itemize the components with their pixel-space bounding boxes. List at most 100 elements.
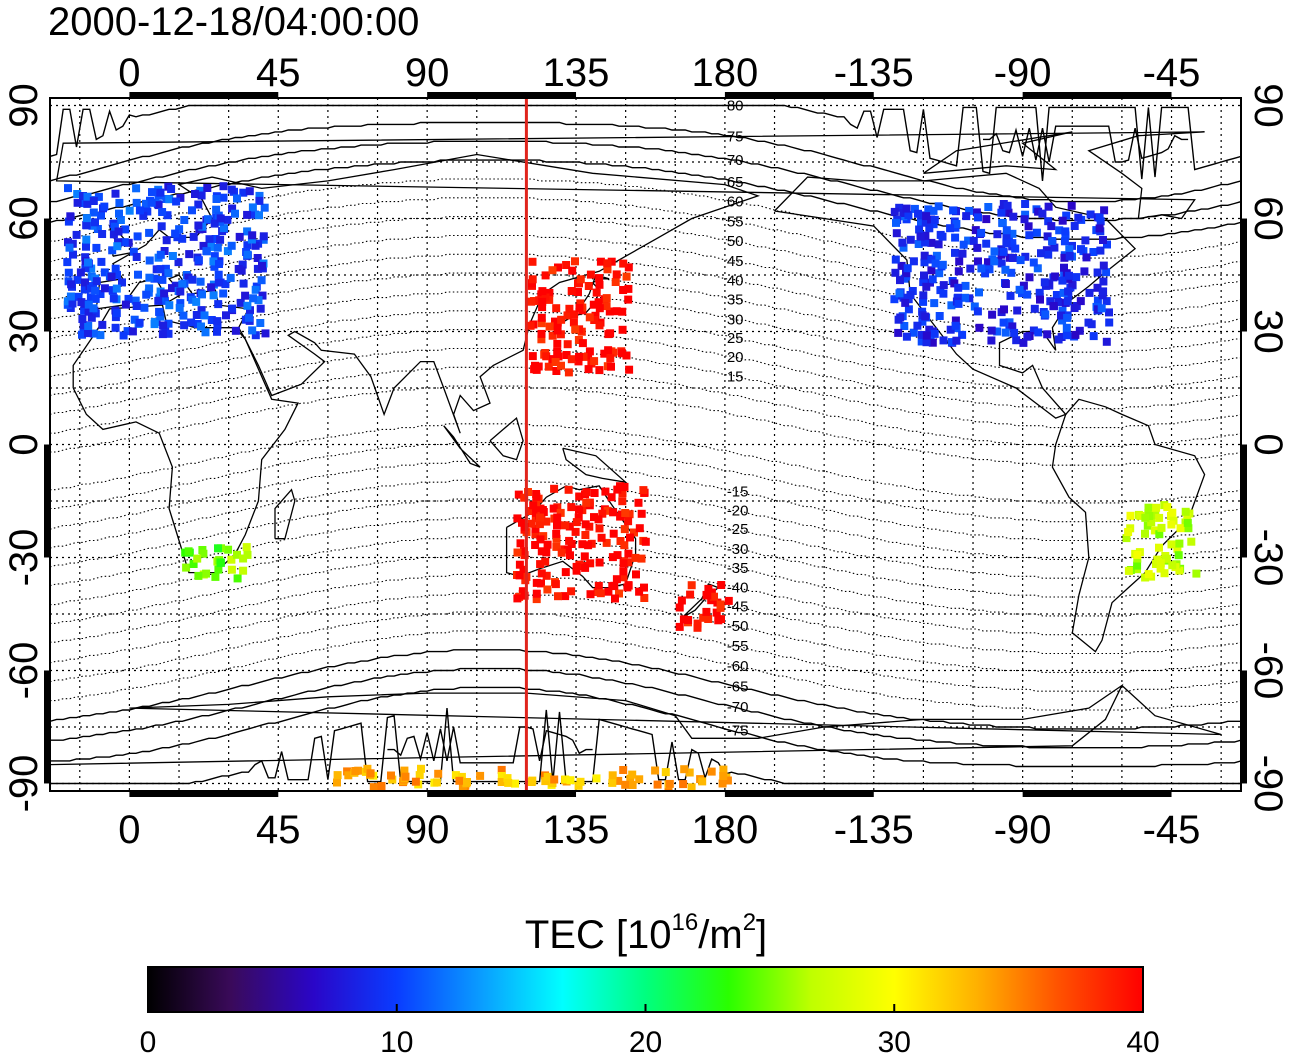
tec-cell: [551, 580, 560, 589]
tec-cell: [432, 778, 441, 787]
magnetic-latitude-contour: [50, 630, 1241, 711]
tec-cell: [87, 284, 95, 293]
tec-cell: [243, 550, 252, 559]
tec-cell: [997, 208, 1006, 217]
tec-cell: [1105, 308, 1113, 317]
tec-cell: [922, 212, 931, 221]
tec-cell: [974, 257, 982, 266]
tec-cell: [154, 201, 163, 210]
right-latitude-tick-label: 30: [1246, 309, 1290, 354]
tec-cell: [1126, 511, 1135, 520]
tec-cell: [955, 257, 964, 266]
tec-cell: [145, 273, 154, 282]
tec-cell: [193, 554, 202, 563]
tec-cell: [614, 776, 623, 785]
left-latitude-tick-label: 0: [2, 433, 46, 455]
tec-cell: [913, 321, 922, 330]
tec-cell: [1087, 320, 1096, 329]
tec-cell: [212, 195, 221, 203]
tec-cell: [1156, 564, 1165, 573]
figure-title: 2000-12-18/04:00:00: [48, 0, 419, 44]
tec-cell: [1044, 202, 1053, 211]
tec-cell: [536, 535, 545, 544]
tec-cell: [619, 259, 628, 268]
tec-cell: [1102, 337, 1111, 346]
tec-cell: [1183, 513, 1192, 522]
tec-cell: [93, 225, 102, 233]
tec-cell: [455, 776, 464, 785]
tec-cell: [100, 268, 109, 277]
tec-cell: [1183, 518, 1192, 527]
tec-cell: [214, 565, 223, 574]
tec-cell: [535, 520, 544, 529]
tec-cell: [1074, 213, 1083, 222]
tec-cell: [133, 232, 142, 241]
tec-cell: [1019, 281, 1028, 290]
frame-bar-left: [44, 670, 50, 784]
tec-cell: [604, 346, 613, 355]
tec-cell: [503, 774, 512, 783]
tec-cell: [73, 190, 82, 198]
tec-cell: [165, 301, 174, 310]
tec-cell: [624, 558, 633, 567]
tec-cell: [615, 589, 623, 598]
tec-cell: [518, 518, 526, 527]
tec-cell: [677, 596, 686, 605]
tec-cell: [249, 294, 258, 303]
tec-cell: [603, 506, 612, 515]
tec-cell: [537, 335, 546, 344]
tec-cell: [625, 510, 634, 519]
tec-cell: [73, 275, 82, 284]
tec-cell: [243, 301, 252, 310]
tec-cell: [161, 264, 170, 273]
bottom-longitude-tick-label: -135: [834, 808, 914, 852]
tec-cell: [591, 311, 600, 320]
magnetic-latitude-label: -50: [727, 618, 749, 635]
tec-cell: [245, 313, 253, 322]
tec-cell: [1062, 331, 1071, 340]
bottom-longitude-tick-label: 135: [543, 808, 610, 852]
tec-cell: [686, 590, 695, 599]
tec-cell: [566, 776, 575, 785]
tec-cell: [197, 191, 206, 200]
tec-cell: [213, 327, 221, 336]
tec-cell: [156, 188, 165, 197]
tec-cell: [1187, 537, 1196, 546]
tec-cell: [611, 278, 620, 286]
tec-cell: [550, 775, 559, 784]
tec-cell: [253, 264, 262, 273]
tec-cell: [1174, 551, 1183, 560]
coastline: [774, 172, 1137, 419]
tec-cell: [703, 591, 712, 600]
tec-cell: [594, 581, 603, 590]
tec-cell: [1155, 513, 1164, 522]
tec-cell: [584, 282, 593, 290]
tec-cell: [463, 778, 471, 786]
tec-cell: [192, 297, 201, 306]
tec-cell: [552, 542, 561, 551]
tec-cell: [698, 777, 707, 786]
tec-cell: [1080, 267, 1089, 276]
tec-cell: [1076, 297, 1085, 306]
tec-cell: [1065, 245, 1074, 254]
magnetic-latitude-label: 70: [727, 152, 744, 169]
tec-cell: [1060, 237, 1069, 246]
tec-cell: [915, 225, 924, 234]
tec-cell: [156, 312, 165, 321]
tec-cell: [513, 514, 522, 523]
tec-cell: [608, 553, 617, 562]
tec-cell: [78, 330, 86, 339]
tec-cell: [513, 594, 522, 603]
tec-cell: [216, 558, 225, 567]
tec-cell: [693, 619, 702, 628]
tec-cell: [538, 303, 547, 312]
frame-bar-left: [44, 218, 50, 332]
tec-cell: [724, 596, 733, 605]
tec-cell: [210, 219, 219, 228]
top-longitude-tick-label: 90: [405, 51, 450, 95]
tec-cell: [1036, 295, 1044, 304]
tec-cell: [607, 257, 616, 266]
tec-cell: [417, 764, 425, 773]
left-latitude-tick-label: 60: [2, 196, 46, 241]
tec-cell: [148, 188, 156, 197]
